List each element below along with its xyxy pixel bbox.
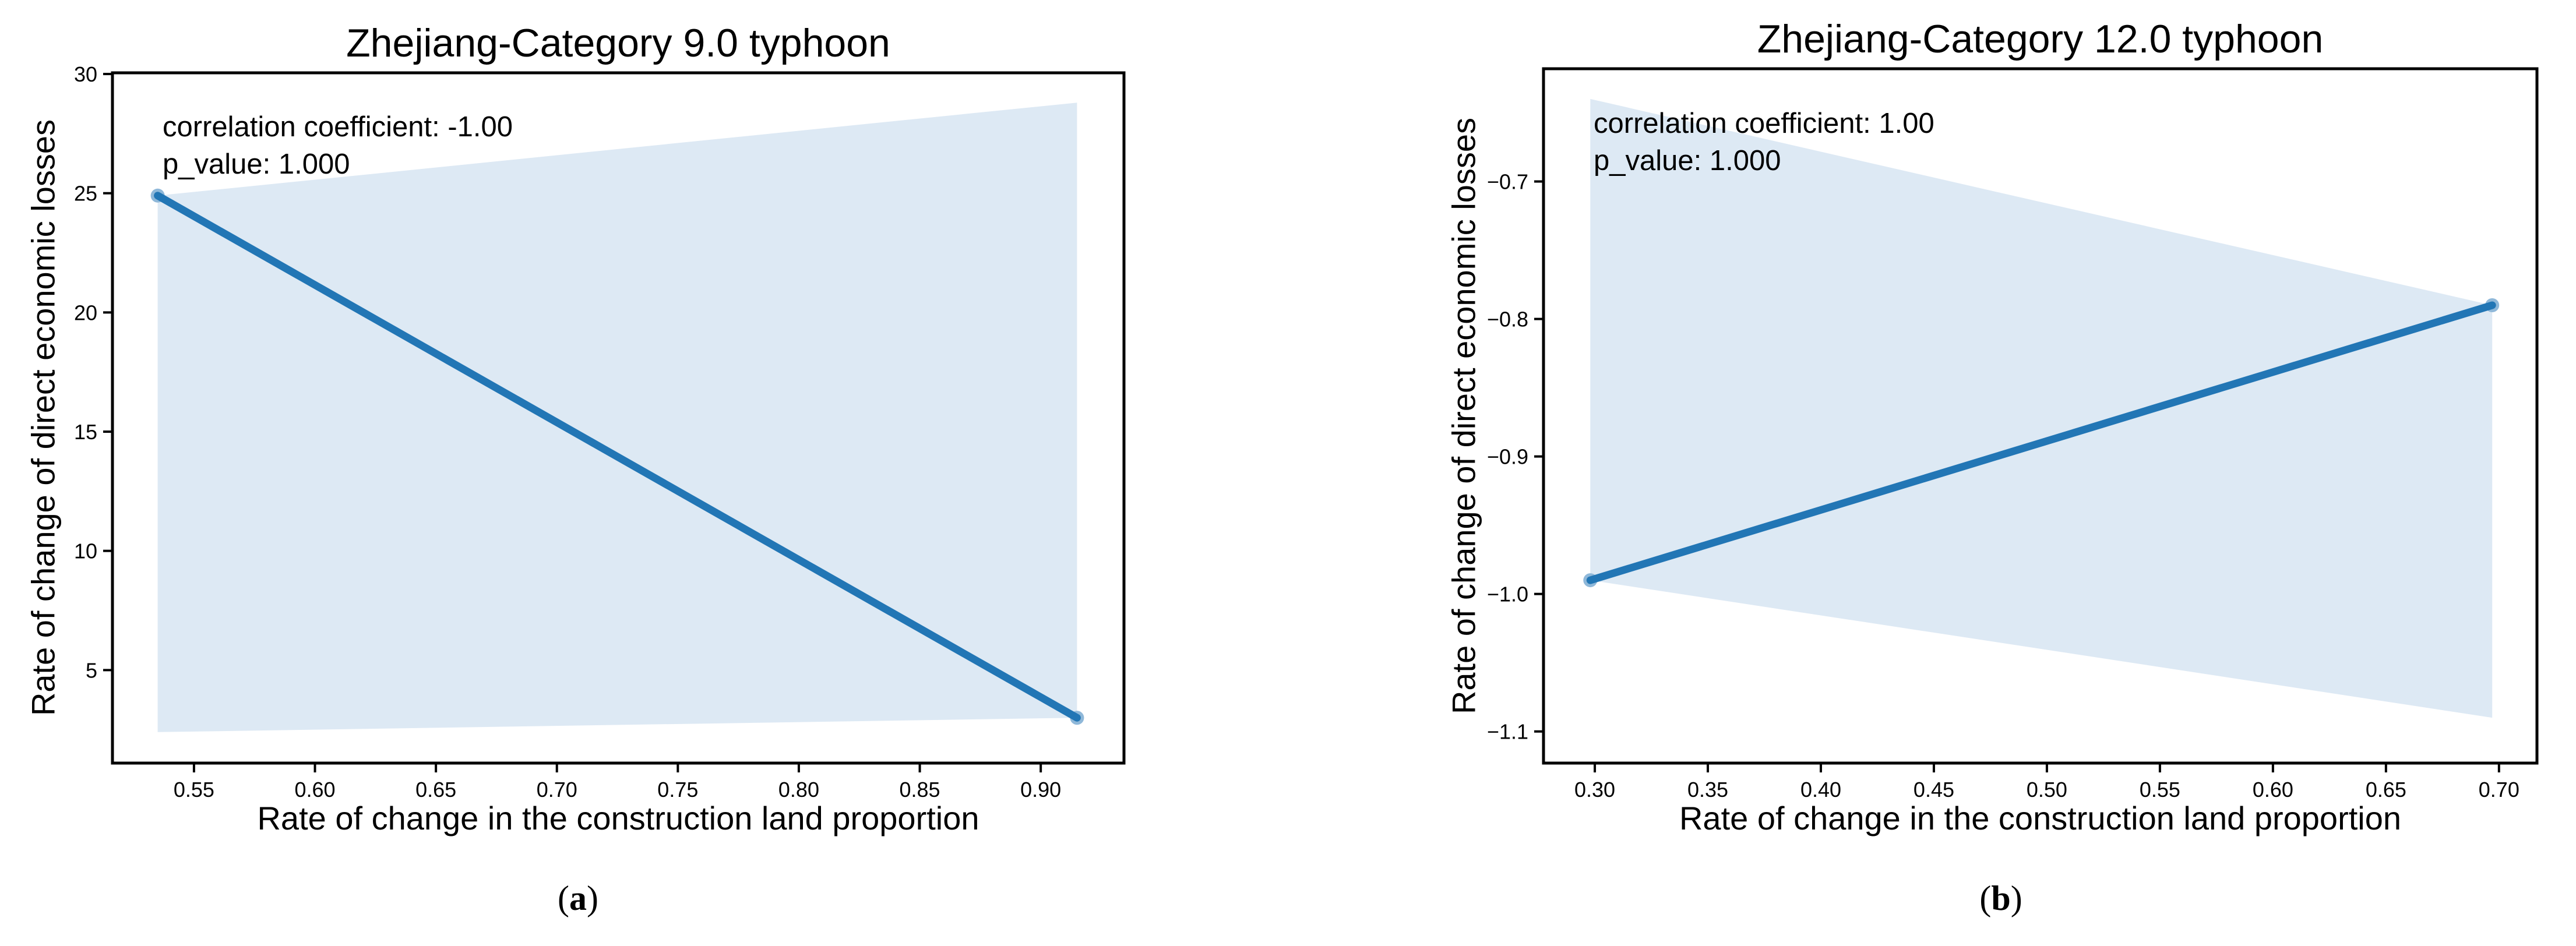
axes-spine-box: [111, 71, 1126, 765]
chart-a-xaxis-label: Rate of change in the construction land …: [257, 800, 979, 836]
x-tick-label: 0.45: [1914, 778, 1954, 802]
y-tick-label: −0.7: [1487, 170, 1528, 194]
confidence-band: [1590, 98, 2493, 718]
chart-b-annotation: correlation coefficient: 1.00 p_value: 1…: [1594, 105, 1934, 179]
panel-b-close-paren: ): [2010, 879, 2022, 917]
axes-spine-box: [1542, 67, 2539, 765]
y-tick-label: 30: [74, 62, 97, 86]
chart-a-title: Zhejiang-Category 9.0 typhoon: [346, 21, 890, 65]
x-tick-label: 0.35: [1687, 778, 1728, 802]
y-tick-label: −0.8: [1487, 308, 1528, 331]
y-tick-label: 25: [74, 182, 97, 206]
regression-line: [1586, 301, 2496, 584]
x-tick-label: 0.90: [1020, 778, 1061, 802]
y-tick-label: 20: [74, 301, 97, 324]
panel-b-open-paren: (: [1979, 879, 1992, 917]
chart-a-correlation-text: correlation coefficient: -1.00: [163, 111, 513, 143]
chart-a-pvalue-text: p_value: 1.000: [163, 149, 350, 180]
y-tick-label: 15: [74, 420, 97, 444]
x-tick-label: 0.70: [2479, 778, 2519, 802]
panel-a-close-paren: ): [587, 879, 598, 917]
x-tick-label: 0.30: [1574, 778, 1615, 802]
y-tick-label: −1.0: [1487, 583, 1528, 606]
chart-b-correlation-text: correlation coefficient: 1.00: [1594, 108, 1934, 139]
x-tick-label: 0.50: [2027, 778, 2067, 802]
x-tick-label: 0.85: [900, 778, 940, 802]
y-tick-label: −0.9: [1487, 445, 1528, 469]
chart-a-annotation: correlation coefficient: -1.00 p_value: …: [163, 108, 513, 183]
panel-b-letter: b: [1991, 879, 2011, 917]
chart-a-panel-label: (a): [558, 878, 598, 919]
y-tick-label: 10: [74, 539, 97, 563]
y-tick-label: 5: [86, 658, 97, 682]
chart-b-yaxis-label: Rate of change of direct economic losses: [1445, 117, 1482, 715]
x-tick-label: 0.75: [657, 778, 698, 802]
y-tick-label: −1.1: [1487, 720, 1528, 744]
panel-a-letter: a: [569, 879, 587, 917]
panel-a-open-paren: (: [558, 879, 569, 917]
x-tick-label: 0.55: [2140, 778, 2180, 802]
chart-b-xaxis-label: Rate of change in the construction land …: [1679, 800, 2402, 836]
x-tick-label: 0.65: [415, 778, 456, 802]
x-tick-label: 0.65: [2366, 778, 2406, 802]
confidence-band: [157, 103, 1077, 732]
x-tick-label: 0.60: [294, 778, 335, 802]
x-tick-label: 0.80: [778, 778, 819, 802]
x-tick-label: 0.60: [2253, 778, 2293, 802]
x-tick-label: 0.40: [1800, 778, 1841, 802]
x-tick-label: 0.55: [174, 778, 214, 802]
chart-b-panel-label: (b): [1979, 878, 2022, 919]
chart-b-title: Zhejiang-Category 12.0 typhoon: [1757, 17, 2324, 61]
chart-b-pvalue-text: p_value: 1.000: [1594, 145, 1781, 177]
regression-line: [154, 192, 1081, 722]
x-tick-label: 0.70: [537, 778, 577, 802]
